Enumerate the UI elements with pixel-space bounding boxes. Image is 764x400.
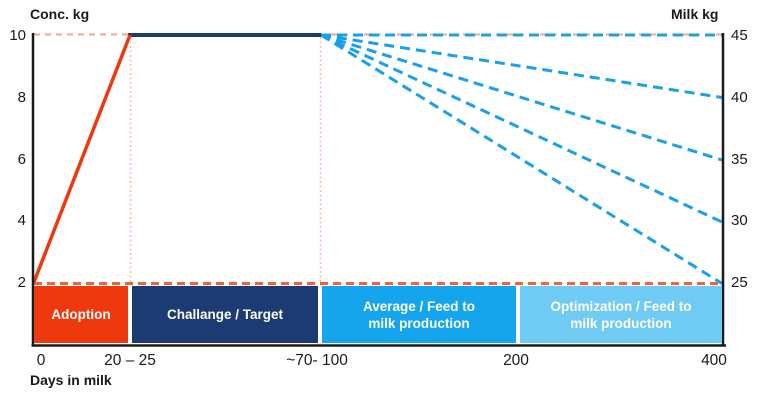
- right-tick-30: 30: [731, 212, 748, 229]
- x-tick-70-100: ~70- 100: [286, 352, 348, 369]
- x-tick-400: 400: [701, 352, 727, 369]
- left-tick-8: 8: [17, 89, 26, 106]
- left-axis-title: Conc. kg: [30, 6, 90, 22]
- fan-line-milk40: [320, 33, 723, 99]
- left-tick-2: 2: [17, 274, 26, 291]
- phase-band-average-feed-to-milk: Average / Feed to milk production: [322, 286, 516, 343]
- x-tick-20-25: 20 – 25: [104, 352, 156, 369]
- phase-band-label-line2: milk production: [368, 315, 470, 331]
- phase-band-label: Challange / Target: [166, 307, 284, 322]
- left-tick-4: 4: [17, 212, 26, 229]
- phase-band-optimization-feed-to-milk: Optimization / Feed to milk production: [520, 286, 722, 343]
- fan-line-milk35: [320, 33, 723, 162]
- phase-band-challange-target: Challange / Target: [132, 286, 318, 343]
- phase-band-label: Optimization / Feed to: [550, 298, 692, 314]
- phase-band-label: Adoption: [51, 307, 111, 322]
- fan-line-milk30: [320, 33, 723, 224]
- phase-band-label: Average / Feed to: [362, 298, 476, 314]
- left-tick-10: 10: [9, 27, 26, 44]
- right-tick-40: 40: [731, 89, 748, 106]
- phase-band-adoption: Adoption: [34, 286, 128, 343]
- right-tick-45: 45: [731, 27, 748, 44]
- right-axis-title: Milk kg: [671, 6, 719, 22]
- x-tick-200: 200: [503, 352, 529, 369]
- x-axis-caption: Days in milk: [30, 372, 112, 388]
- fan-line-milk25: [320, 33, 723, 285]
- adoption-ramp-line: [32, 34, 132, 283]
- right-tick-25: 25: [731, 274, 748, 291]
- left-tick-6: 6: [17, 151, 26, 168]
- phase-band-label-line2: milk production: [570, 315, 672, 331]
- right-tick-35: 35: [731, 151, 748, 168]
- x-tick-0: 0: [36, 352, 46, 369]
